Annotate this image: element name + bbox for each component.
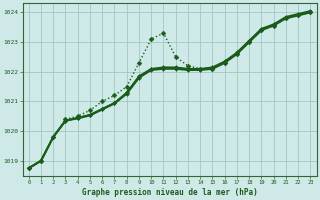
X-axis label: Graphe pression niveau de la mer (hPa): Graphe pression niveau de la mer (hPa)	[82, 188, 258, 197]
